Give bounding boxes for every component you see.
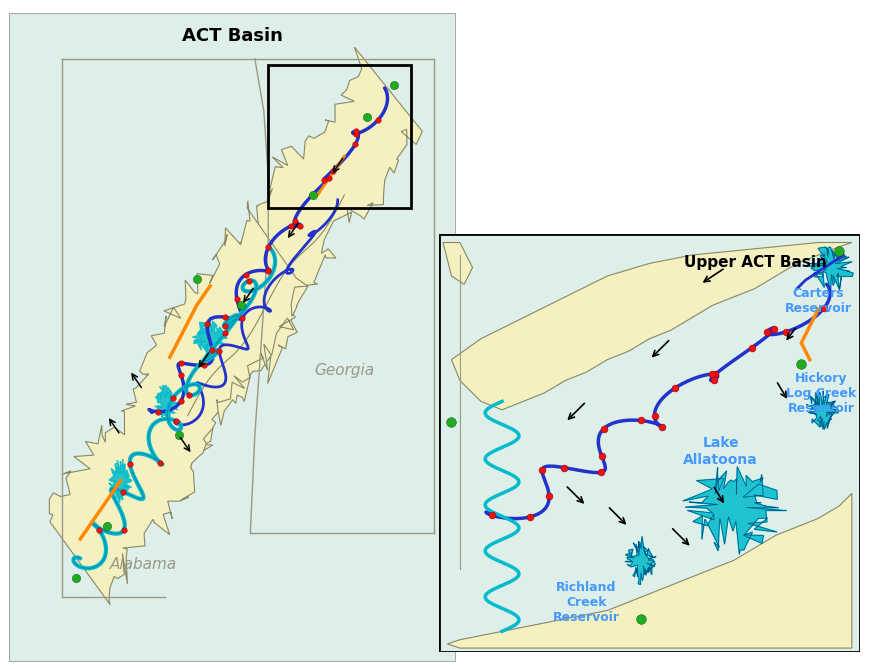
Polygon shape	[452, 242, 852, 409]
Polygon shape	[50, 201, 308, 605]
Polygon shape	[155, 385, 179, 417]
Text: Alabama: Alabama	[109, 557, 176, 573]
Polygon shape	[192, 317, 227, 357]
Polygon shape	[683, 467, 786, 555]
Polygon shape	[109, 460, 132, 502]
Polygon shape	[443, 242, 473, 284]
Text: Carters
Reservoir: Carters Reservoir	[785, 287, 852, 315]
Polygon shape	[806, 391, 839, 429]
Bar	[269, 66, 412, 208]
Text: Richland
Creek
Reservoir: Richland Creek Reservoir	[553, 581, 620, 624]
Text: Georgia: Georgia	[315, 363, 375, 378]
Text: ACT Basin: ACT Basin	[182, 27, 283, 45]
Text: Upper ACT Basin: Upper ACT Basin	[684, 255, 826, 270]
Polygon shape	[625, 537, 656, 585]
Polygon shape	[448, 494, 852, 648]
Polygon shape	[138, 47, 422, 473]
Polygon shape	[807, 247, 853, 292]
Text: Lake
Allatoona: Lake Allatoona	[683, 436, 758, 467]
Text: Hickory
Log Creek
Reservoir: Hickory Log Creek Reservoir	[786, 371, 856, 415]
